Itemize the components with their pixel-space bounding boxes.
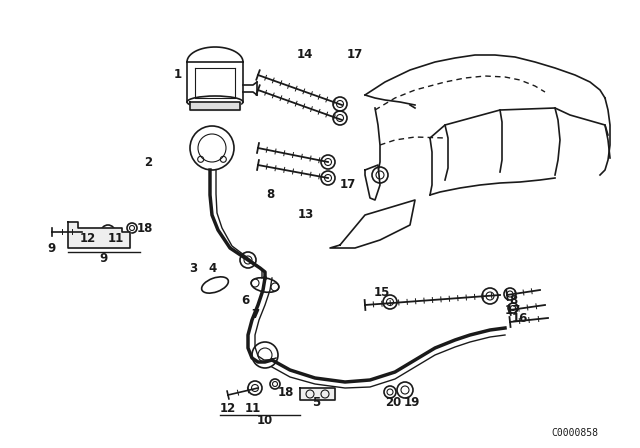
Text: 9: 9	[100, 251, 108, 264]
Text: 15: 15	[374, 287, 390, 300]
Text: 17: 17	[340, 178, 356, 191]
Text: 17: 17	[505, 303, 521, 316]
Text: 12: 12	[220, 401, 236, 414]
Text: 18: 18	[137, 221, 153, 234]
Text: 10: 10	[257, 414, 273, 426]
Text: 14: 14	[297, 48, 313, 61]
Text: 2: 2	[144, 155, 152, 168]
Text: 8: 8	[266, 189, 274, 202]
Text: 9: 9	[48, 241, 56, 254]
Polygon shape	[300, 388, 335, 400]
Text: 6: 6	[241, 293, 249, 306]
Polygon shape	[330, 200, 415, 248]
Text: 11: 11	[108, 232, 124, 245]
Text: 20: 20	[385, 396, 401, 409]
Text: 1: 1	[174, 69, 182, 82]
Text: 8: 8	[509, 293, 517, 306]
Text: 3: 3	[189, 262, 197, 275]
Text: 19: 19	[404, 396, 420, 409]
Text: 12: 12	[80, 232, 96, 245]
Text: 17: 17	[347, 48, 363, 61]
Text: 7: 7	[251, 309, 259, 322]
Text: 4: 4	[209, 262, 217, 275]
Polygon shape	[190, 102, 240, 110]
Text: 18: 18	[278, 387, 294, 400]
Text: 16: 16	[512, 311, 528, 324]
Text: 11: 11	[245, 401, 261, 414]
Text: C0000858: C0000858	[551, 428, 598, 438]
Text: 5: 5	[312, 396, 320, 409]
Polygon shape	[68, 222, 130, 248]
Polygon shape	[365, 165, 380, 200]
Text: 13: 13	[298, 208, 314, 221]
